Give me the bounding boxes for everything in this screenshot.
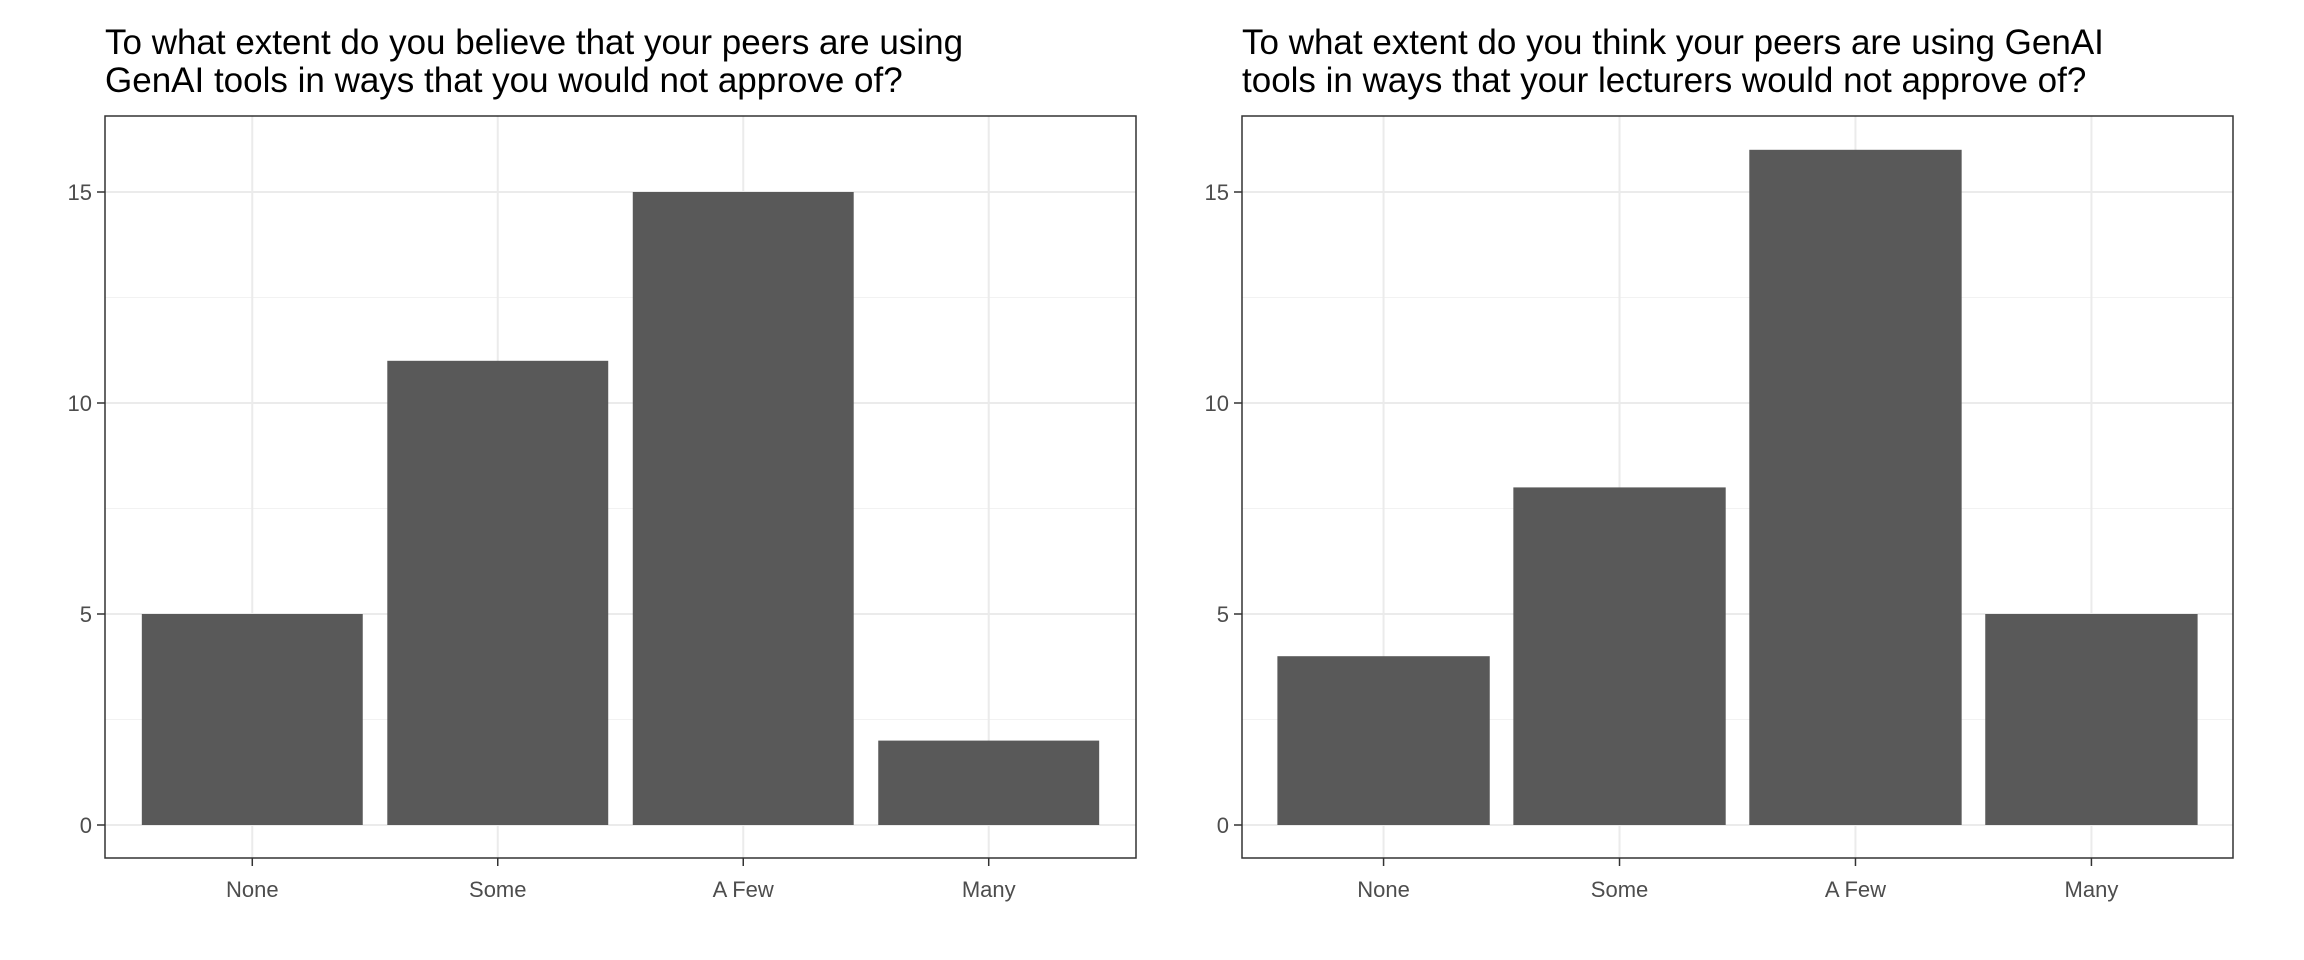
y-tick-label: 0 [1217,813,1229,838]
x-tick-label: Some [1591,877,1648,902]
y-tick-label: 5 [1217,602,1229,627]
y-tick-label: 15 [1205,180,1229,205]
x-tick-label: Many [2065,877,2119,902]
y-tick-label: 0 [80,813,92,838]
chart-panel-2: To what extent do you think your peers a… [1205,23,2234,902]
bar-some [387,360,609,825]
chart-title-line: GenAI tools in ways that you would not a… [105,61,903,100]
panel-border [104,115,1137,859]
x-tick-label: A Few [1825,877,1886,902]
x-tick-label: Some [469,877,526,902]
bar-some [1513,487,1726,825]
y-tick-label: 10 [1205,391,1229,416]
panel-border [1241,115,2234,859]
bar-none [141,614,363,825]
x-tick-label: None [226,877,279,902]
chart-panel-1: To what extent do you believe that your … [68,23,1137,902]
bar-many [878,740,1100,825]
y-tick-label: 15 [68,180,92,205]
bar-many [1985,614,2198,825]
y-tick-label: 10 [68,391,92,416]
chart-title-line: To what extent do you think your peers a… [1242,23,2104,62]
chart-title-line: tools in ways that your lecturers would … [1242,61,2086,100]
y-tick-label: 5 [80,602,92,627]
chart-title-line: To what extent do you believe that your … [105,23,963,62]
bar-none [1277,656,1490,825]
bar-a-few [632,192,854,825]
bar-a-few [1749,149,1962,826]
x-tick-label: A Few [713,877,774,902]
x-tick-label: Many [962,877,1016,902]
x-tick-label: None [1357,877,1410,902]
